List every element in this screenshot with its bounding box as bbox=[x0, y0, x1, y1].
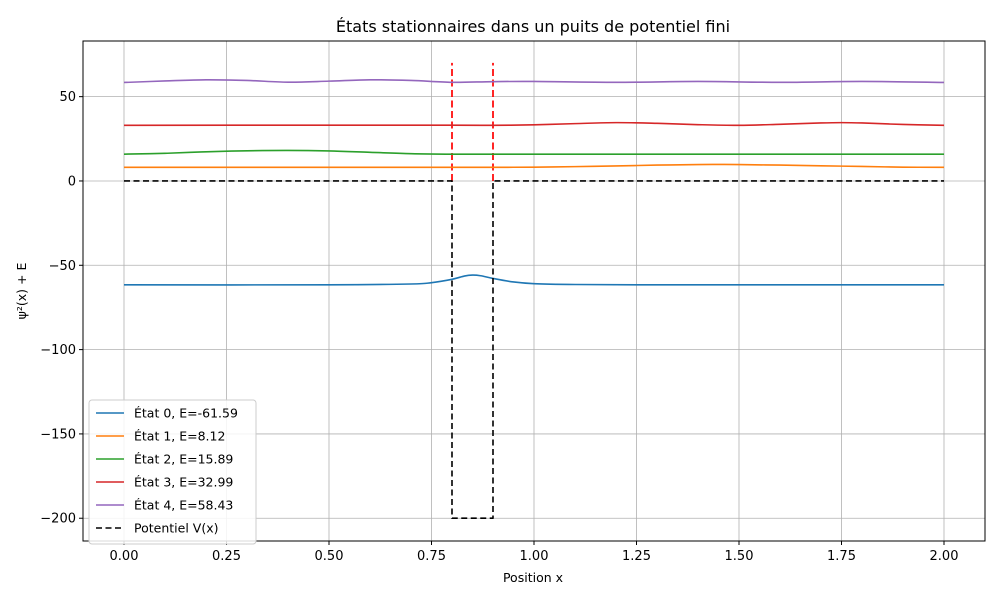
y-tick-label: −100 bbox=[40, 343, 76, 358]
legend: État 0, E=-61.59 État 1, E=8.12 État 2, E=… bbox=[88, 399, 257, 545]
legend-label: État 2, E=15.89 bbox=[134, 452, 233, 467]
series-line-0 bbox=[123, 274, 944, 286]
y-tick-label: −200 bbox=[40, 512, 76, 527]
chart-title: États stationnaires dans un puits de pot… bbox=[336, 17, 730, 36]
y-axis-label: ψ²(x) + E bbox=[14, 263, 29, 320]
x-tick-label: 1.00 bbox=[520, 549, 549, 564]
axis-ticks: 0.00 0.25 0.50 0.75 1.00 1.25 1.50 1.75 2.00 50 0 −… bbox=[40, 90, 958, 564]
series-line-4 bbox=[123, 78, 945, 84]
x-axis-label: Position x bbox=[503, 570, 563, 585]
legend-label: État 1, E=8.12 bbox=[134, 429, 225, 444]
x-tick-label: 2.00 bbox=[930, 549, 959, 564]
x-tick-label: 1.25 bbox=[622, 549, 651, 564]
x-tick-label: 1.75 bbox=[827, 549, 856, 564]
plot-series bbox=[123, 78, 945, 520]
y-tick-label: −50 bbox=[49, 259, 76, 274]
x-tick-label: 1.50 bbox=[725, 549, 754, 564]
series-line-5 bbox=[124, 180, 944, 520]
series-line-1 bbox=[124, 163, 945, 169]
legend-label: État 0, E=-61.59 bbox=[134, 406, 238, 421]
x-tick-label: 0.75 bbox=[417, 549, 446, 564]
y-tick-label: −150 bbox=[40, 427, 76, 442]
legend-label: État 4, E=58.43 bbox=[134, 498, 233, 513]
legend-box bbox=[88, 399, 257, 545]
x-tick-label: 0.50 bbox=[315, 549, 344, 564]
y-tick-label: 0 bbox=[68, 174, 76, 189]
y-tick-label: 50 bbox=[59, 90, 76, 105]
series-line-2 bbox=[123, 149, 944, 155]
x-tick-label: 0.25 bbox=[212, 549, 241, 564]
legend-label: État 3, E=32.99 bbox=[134, 475, 233, 490]
x-tick-label: 0.00 bbox=[110, 549, 139, 564]
series-line-3 bbox=[123, 121, 945, 127]
legend-label: Potentiel V(x) bbox=[134, 521, 218, 536]
